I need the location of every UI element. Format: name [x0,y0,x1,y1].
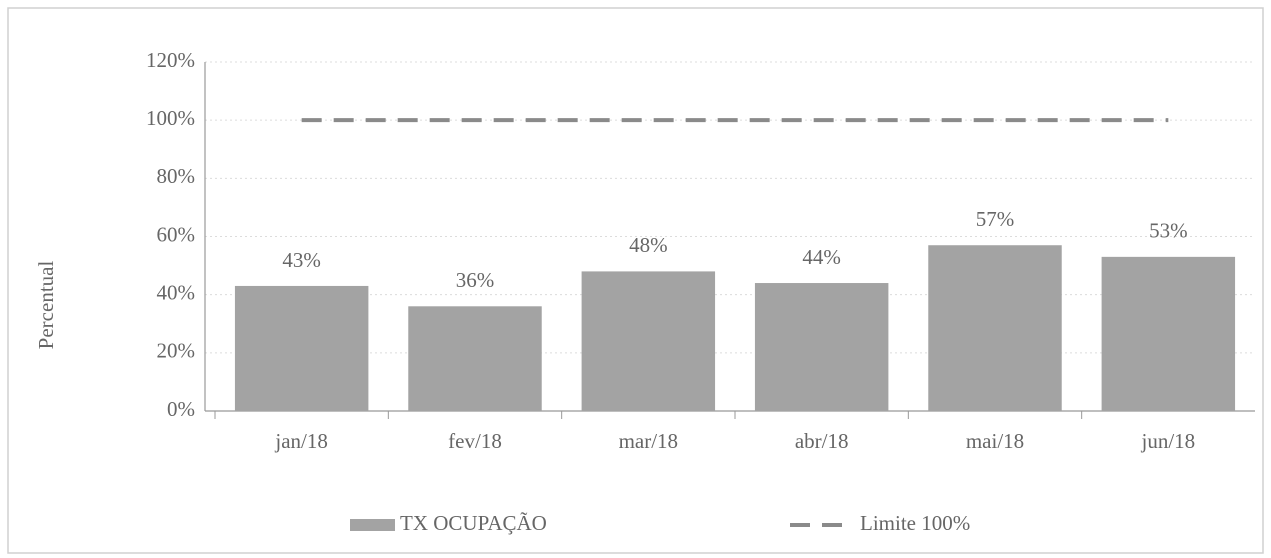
x-tick-label: fev/18 [448,429,502,453]
y-tick-label: 120% [146,48,195,72]
x-tick-label: jan/18 [274,429,328,453]
y-tick-label: 0% [167,397,195,421]
data-label: 43% [282,248,321,272]
data-label: 36% [456,268,495,292]
data-label: 53% [1149,219,1188,243]
y-tick-label: 60% [157,222,196,246]
bar [928,245,1062,411]
data-label: 48% [629,233,668,257]
x-tick-label: mar/18 [619,429,678,453]
bar [408,306,542,411]
legend-swatch [350,519,395,531]
legend-label: TX OCUPAÇÃO [400,511,547,535]
x-tick-label: jun/18 [1140,429,1195,453]
bar [754,283,889,411]
x-tick-label: mai/18 [966,429,1024,453]
y-axis-title: Percentual [34,261,58,350]
y-tick-label: 80% [157,164,196,188]
x-tick-label: abr/18 [795,429,849,453]
bar [1101,256,1236,411]
y-tick-label: 20% [157,339,196,363]
data-label: 44% [802,245,841,269]
y-tick-label: 100% [146,106,195,130]
legend-label: Limite 100% [860,511,970,535]
data-label: 57% [976,207,1015,231]
y-tick-label: 40% [157,280,196,304]
bar [581,271,716,411]
bar [234,285,369,411]
